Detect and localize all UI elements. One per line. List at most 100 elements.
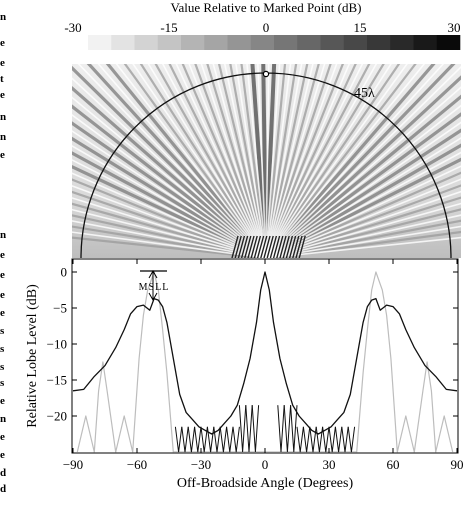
null-dip	[296, 426, 304, 453]
margin-letter: e	[0, 37, 5, 49]
x-tick-label: −60	[127, 457, 147, 472]
beam-ray	[206, 64, 268, 258]
beam-ray-light	[265, 64, 445, 258]
null-dip	[334, 426, 343, 453]
beam-ray-light	[265, 65, 461, 258]
colorbar-cell	[204, 35, 228, 50]
beam-ray	[240, 64, 268, 258]
beam-ray	[72, 236, 267, 258]
beam-ray-light	[223, 64, 267, 258]
beam-ray	[265, 157, 461, 258]
beam-ray	[72, 136, 267, 258]
colorbar-cell	[297, 35, 321, 50]
beam-ray	[265, 112, 461, 258]
beam-ray-light	[257, 64, 267, 258]
near-field-stripe	[263, 235, 271, 258]
null-dip	[328, 426, 336, 453]
null-dip	[245, 405, 253, 453]
beam-ray	[72, 104, 267, 258]
beam-ray	[72, 178, 267, 258]
beam-ray	[265, 64, 417, 258]
beam-ray	[86, 64, 268, 258]
beam-ray	[72, 65, 268, 258]
x-tick-label: 30	[323, 457, 336, 472]
beam-ray-light	[265, 236, 461, 258]
beam-ray	[123, 64, 267, 258]
beam-ray	[72, 86, 268, 258]
colorbar-tick-label: -30	[64, 20, 81, 35]
beam-ray-light	[265, 64, 426, 258]
beam-ray-light	[265, 64, 292, 258]
plot-frame	[71, 258, 459, 454]
beam-ray	[265, 230, 461, 258]
null-dip	[322, 426, 330, 453]
beam-ray	[264, 64, 332, 258]
beam-ray-light	[265, 225, 461, 258]
beam-ray-light	[72, 231, 267, 258]
margin-letter: s	[0, 325, 5, 337]
colorbar-cell	[367, 35, 391, 50]
colorbar-cell	[227, 35, 252, 50]
beam-ray	[264, 75, 461, 258]
null-dip	[302, 426, 311, 453]
beam-ray	[264, 64, 298, 258]
msll-arrow-tail	[148, 269, 158, 279]
colorbar-cell	[157, 35, 182, 50]
beam-ray	[194, 64, 268, 258]
beam-ray-light	[246, 64, 267, 258]
beam-ray	[264, 64, 287, 258]
near-field-stripe	[266, 235, 274, 258]
near-field-stripe	[285, 235, 294, 258]
y-axis-ticks: 0 −5 −10 −15 −20	[47, 265, 458, 424]
margin-letter: s	[0, 377, 5, 389]
beam-ray	[265, 64, 357, 258]
null-dip	[283, 405, 292, 453]
colorbar-cell	[343, 35, 368, 50]
x-tick-label: −90	[63, 457, 83, 472]
colorbar-cell	[134, 35, 159, 50]
beam-ray-light	[265, 64, 326, 258]
beam-ray	[264, 64, 456, 258]
beam-ray-light	[265, 64, 281, 258]
margin-letter: e	[0, 307, 5, 319]
beam-ray-light	[72, 96, 267, 258]
beam-ray-light	[72, 208, 267, 258]
null-dip	[194, 426, 202, 453]
beam-ray	[72, 151, 267, 258]
marked-point	[262, 70, 270, 78]
beam-ray	[264, 64, 277, 258]
beam-ray	[72, 190, 267, 258]
beam-ray	[265, 64, 371, 258]
null-dip	[347, 426, 356, 453]
margin-letter: e	[0, 149, 5, 161]
margin-letter: s	[0, 361, 5, 373]
beam-ray-light	[200, 64, 267, 258]
beam-ray	[265, 208, 461, 258]
beam-ray	[265, 64, 385, 258]
field-map: 45λ	[72, 64, 461, 259]
beam-ray-light	[72, 130, 267, 258]
margin-letter: e	[0, 431, 5, 443]
beam-ray	[265, 184, 461, 258]
near-field-stripe	[272, 235, 281, 258]
beam-ray-light	[265, 86, 461, 258]
beam-ray	[72, 164, 267, 258]
beam-ray	[265, 143, 461, 258]
margin-letter: e	[0, 449, 5, 461]
beam-ray	[261, 64, 268, 258]
near-field-stripe	[279, 235, 287, 258]
margin-letter: e	[0, 395, 5, 407]
margin-letter: e	[0, 289, 5, 301]
colorbar-tick-label: 15	[354, 20, 367, 35]
null-dip	[277, 405, 285, 453]
colorbar-cell	[181, 35, 205, 50]
colorbar	[88, 35, 461, 50]
near-field-stripe	[288, 235, 297, 258]
null-dip	[213, 426, 221, 453]
y-tick-label: −15	[47, 373, 67, 388]
beam-ray-light	[265, 104, 461, 258]
margin-letter: n	[0, 230, 7, 241]
beam-ray-light	[115, 64, 267, 258]
beam-ray	[217, 64, 268, 258]
beam-ray-light	[265, 64, 351, 258]
